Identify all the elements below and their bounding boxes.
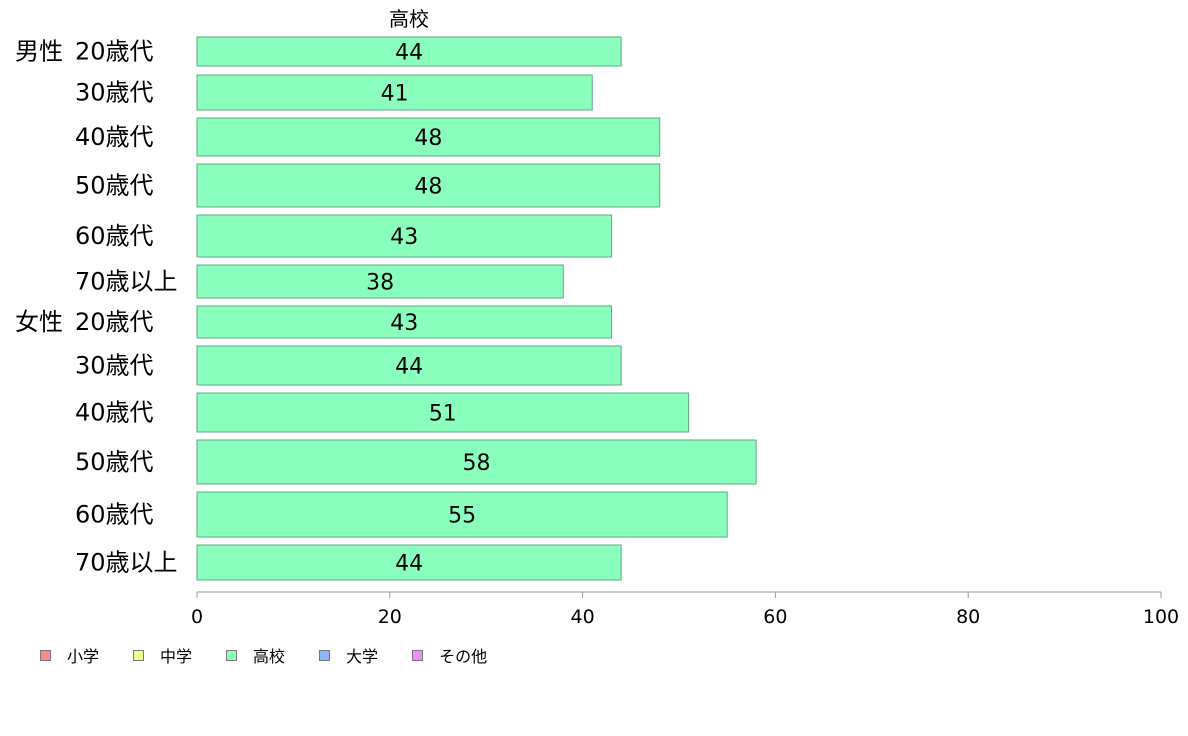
bar: [196, 163, 661, 208]
category-label: 70歳以上: [75, 268, 178, 296]
bar-value-label: 38: [366, 271, 394, 296]
bar: [196, 544, 622, 581]
legend-swatch: [40, 649, 51, 661]
x-tick-label: 0: [191, 606, 203, 628]
legend-label: 大学: [346, 647, 379, 666]
bar-value-label: 43: [390, 311, 418, 336]
bar: [196, 439, 757, 485]
legend-item: 大学: [319, 643, 378, 667]
x-tick-label: 100: [1143, 606, 1179, 628]
bar-value-label: 43: [390, 225, 418, 250]
legend-item: その他: [412, 643, 487, 667]
category-label: 30歳代: [75, 352, 154, 380]
category-label: 60歳代: [75, 222, 154, 250]
bar: [196, 491, 728, 538]
group-label: 男性: [15, 38, 63, 66]
bar: [196, 305, 613, 339]
group-label: 女性: [15, 308, 63, 336]
legend-label: その他: [439, 647, 488, 666]
category-label: 40歳代: [75, 123, 154, 151]
bar: [196, 392, 690, 433]
bar-value-label: 55: [448, 504, 476, 529]
category-label: 20歳代: [75, 308, 154, 336]
category-label: 70歳以上: [75, 549, 178, 577]
bar-value-label: 44: [395, 355, 423, 380]
category-label: 30歳代: [75, 79, 154, 107]
bar: [196, 264, 564, 299]
bar-value-label: 48: [414, 175, 442, 200]
bar-value-label: 48: [414, 126, 442, 151]
legend-label: 中学: [160, 647, 193, 666]
category-label: 20歳代: [75, 38, 154, 66]
bar-value-label: 58: [463, 451, 491, 476]
chart-title: 高校: [389, 7, 429, 31]
x-tick-label: 60: [763, 606, 787, 628]
x-tick-label: 20: [378, 606, 402, 628]
category-label: 50歳代: [75, 172, 154, 200]
bar-value-label: 51: [429, 402, 457, 427]
bar: [196, 345, 622, 386]
legend-swatch: [412, 649, 424, 661]
legend: 小学 中学 高校 大学 その他: [40, 644, 521, 666]
category-label: 60歳代: [75, 501, 154, 529]
legend-swatch: [226, 649, 238, 661]
bar-value-label: 44: [395, 552, 423, 577]
x-tick-label: 40: [571, 606, 595, 628]
bar: [196, 214, 613, 258]
legend-item: 高校: [226, 643, 285, 667]
legend-item: 中学: [133, 643, 192, 667]
bar: [196, 36, 622, 67]
category-label: 40歳代: [75, 399, 154, 427]
legend-swatch: [319, 649, 331, 661]
legend-label: 小学: [67, 647, 100, 666]
legend-item: 小学: [40, 643, 99, 667]
bar-value-label: 41: [381, 82, 409, 107]
bar-value-label: 44: [395, 41, 423, 66]
category-label: 50歳代: [75, 448, 154, 476]
legend-label: 高校: [253, 647, 286, 666]
x-tick-label: 80: [956, 606, 980, 628]
bar: [196, 74, 593, 111]
bar: [196, 117, 661, 157]
legend-swatch: [133, 649, 145, 661]
